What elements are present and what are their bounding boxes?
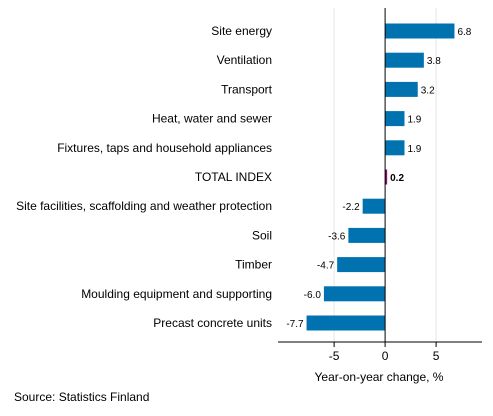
- category-label: Heat, water and sewer: [152, 112, 272, 126]
- data-label: -2.2: [342, 202, 360, 213]
- bar-site-facilities-scaffolding-and-weather-protection: [362, 198, 386, 214]
- bar-soil: [348, 227, 386, 243]
- bar-fixtures-taps-and-household-appliances: [385, 140, 405, 156]
- category-label: TOTAL INDEX: [195, 170, 272, 184]
- category-label: Site facilities, scaffolding and weather…: [16, 199, 272, 213]
- value-labels: 6.8 3.8 3.2 1.9 1.9 0.2 -2.2 -3.6 -4.7 -6.0 -7.7: [286, 27, 471, 330]
- data-label: 1.9: [407, 144, 421, 155]
- bar-site-energy: [385, 23, 455, 39]
- x-axis: -5 0 5: [278, 8, 482, 363]
- data-label: 3.2: [421, 85, 435, 96]
- category-label: Ventilation: [217, 53, 272, 67]
- category-label: Soil: [252, 228, 272, 242]
- category-label: Fixtures, taps and household appliances: [57, 141, 272, 155]
- bar-precast-concrete-units: [306, 315, 386, 331]
- category-labels: Site energy Ventilation Transport Heat, wat…: [16, 24, 273, 330]
- category-label: Site energy: [211, 24, 272, 38]
- source-note: Source: Statistics Finland: [14, 390, 150, 404]
- data-label: 6.8: [457, 27, 471, 38]
- data-label: -7.7: [286, 319, 304, 330]
- bar-moulding-equipment-and-supporting: [323, 286, 386, 302]
- data-label: 1.9: [407, 115, 421, 126]
- data-label: 3.8: [427, 56, 441, 67]
- x-axis-title: Year-on-year change, %: [315, 370, 444, 384]
- category-label: Precast concrete units: [153, 316, 272, 330]
- x-tick-label: 5: [433, 349, 440, 363]
- bar-heat-water-and-sewer: [385, 111, 405, 127]
- data-label: 0.2: [390, 173, 404, 184]
- x-tick-label: -5: [329, 349, 340, 363]
- bar-total-index: [385, 169, 388, 185]
- category-label: Moulding equipment and supporting: [81, 287, 272, 301]
- bar-ventilation: [385, 52, 424, 68]
- bar-transport: [385, 81, 418, 97]
- category-label: Timber: [235, 258, 272, 272]
- bar-timber: [337, 257, 386, 273]
- category-label: Transport: [221, 82, 273, 96]
- data-label: -4.7: [317, 261, 335, 272]
- data-label: -3.6: [328, 231, 346, 242]
- data-label: -6.0: [304, 290, 322, 301]
- bars: [306, 23, 455, 331]
- x-tick-label: 0: [382, 349, 389, 363]
